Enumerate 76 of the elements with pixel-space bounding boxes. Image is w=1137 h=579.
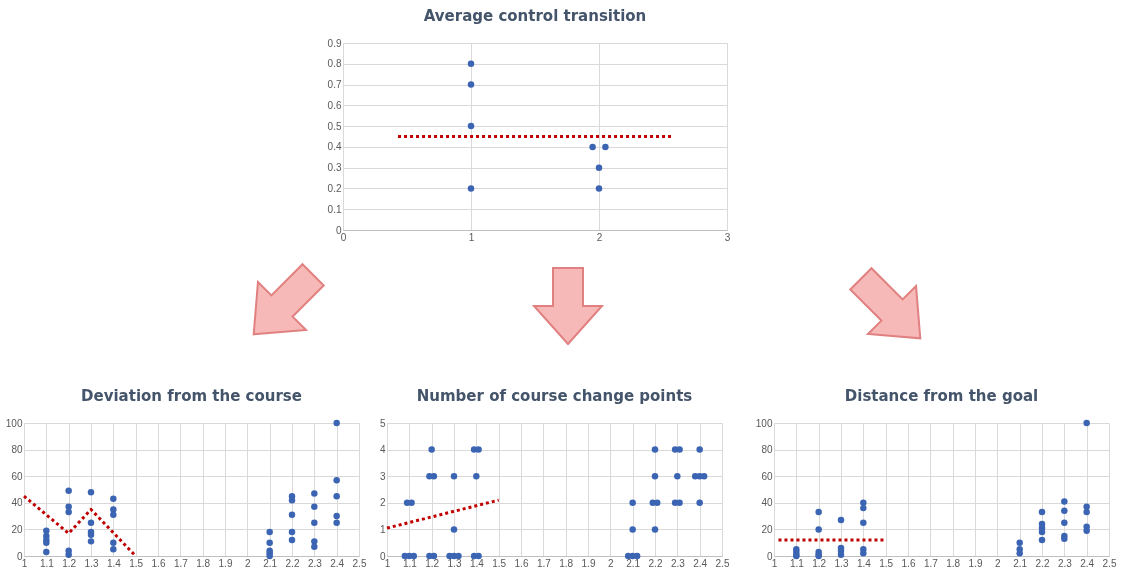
x-tick-label: 2.4 [330, 557, 345, 569]
x-tick-label: 2.5 [715, 557, 730, 569]
x-tick-label: 1.1 [402, 557, 418, 569]
y-tick-label: 0.8 [327, 58, 342, 70]
x-tick-label: 1.8 [196, 557, 211, 569]
y-tick-label: 0.7 [327, 79, 342, 91]
x-tick-label: 2.4 [693, 557, 708, 569]
y-tick-label: 80 [11, 444, 23, 456]
x-tick-label: 1.2 [62, 557, 77, 569]
x-tick-label: 1.4 [469, 557, 485, 569]
x-tick-label: 1.9 [968, 557, 983, 569]
x-tick-label: 1.9 [581, 557, 596, 569]
y-tick-label: 100 [5, 417, 23, 429]
x-tick-label: 1.3 [834, 557, 849, 569]
x-tick-label: 1.5 [129, 557, 144, 569]
x-tick-label: 2.2 [648, 557, 663, 569]
x-tick-label: 1.9 [218, 557, 233, 569]
x-tick-label: 1.5 [492, 557, 507, 569]
x-tick-label: 2.1 [263, 557, 278, 569]
x-tick-label: 1.1 [789, 557, 805, 569]
chart-title: Distance from the goal [844, 387, 1039, 405]
x-tick-label: 1.3 [84, 557, 99, 569]
y-tick-label: 0.6 [327, 99, 342, 111]
x-tick-label: 1.2 [812, 557, 827, 569]
x-tick-label: 1.8 [946, 557, 961, 569]
x-tick-label: 2.2 [1035, 557, 1050, 569]
y-tick-label: 4 [379, 444, 386, 456]
x-tick-label: 2.5 [352, 557, 367, 569]
y-tick-label: 1 [379, 523, 386, 535]
y-tick-label: 5 [379, 417, 386, 429]
x-tick-label: 2.2 [285, 557, 300, 569]
y-tick-label: 2 [379, 497, 386, 509]
x-tick-label: 1.5 [879, 557, 894, 569]
x-tick-label: 1.2 [425, 557, 440, 569]
x-tick-label: 1.6 [514, 557, 529, 569]
x-tick-label: 2.3 [307, 557, 323, 569]
x-tick-label: 2 [995, 557, 1002, 569]
x-tick-label: 2 [245, 557, 252, 569]
x-tick-label: 2.4 [1080, 557, 1095, 569]
x-tick-label: 1.6 [151, 557, 166, 569]
y-tick-label: 0.5 [327, 120, 342, 132]
x-tick-label: 3 [724, 231, 731, 243]
x-tick-label: 2 [608, 557, 615, 569]
y-tick-label: 40 [11, 497, 23, 509]
y-tick-label: 40 [761, 497, 773, 509]
x-tick-label: 1 [468, 231, 475, 243]
y-tick-label: 0.3 [327, 162, 342, 174]
y-tick-label: 60 [11, 470, 23, 482]
x-tick-label: 2.1 [1013, 557, 1028, 569]
chart-title: Deviation from the course [81, 387, 302, 405]
x-tick-label: 2 [596, 231, 603, 243]
x-tick-label: 1.4 [106, 557, 122, 569]
y-tick-label: 20 [761, 523, 773, 535]
x-tick-label: 2.1 [626, 557, 641, 569]
chart-title: Average control transition [423, 7, 647, 25]
chart-title: Number of course change points [416, 387, 693, 405]
x-tick-label: 1.7 [173, 557, 189, 569]
x-tick-label: 2.5 [1102, 557, 1117, 569]
y-tick-label: 0.1 [327, 203, 342, 215]
y-tick-label: 0.9 [327, 37, 342, 49]
y-tick-label: 3 [379, 470, 386, 482]
y-tick-label: 0.2 [327, 182, 342, 194]
x-tick-label: 1.7 [923, 557, 939, 569]
y-tick-label: 20 [11, 523, 23, 535]
x-tick-label: 1.7 [536, 557, 552, 569]
x-tick-label: 2.3 [670, 557, 686, 569]
x-tick-label: 1.3 [447, 557, 462, 569]
x-tick-label: 1.1 [39, 557, 55, 569]
x-tick-label: 1.6 [901, 557, 916, 569]
y-tick-label: 0.4 [327, 141, 342, 153]
x-tick-label: 1.4 [856, 557, 872, 569]
y-tick-label: 100 [755, 417, 773, 429]
y-tick-label: 60 [761, 470, 773, 482]
y-tick-label: 80 [761, 444, 773, 456]
x-tick-label: 2.3 [1057, 557, 1073, 569]
x-tick-label: 1.8 [559, 557, 574, 569]
